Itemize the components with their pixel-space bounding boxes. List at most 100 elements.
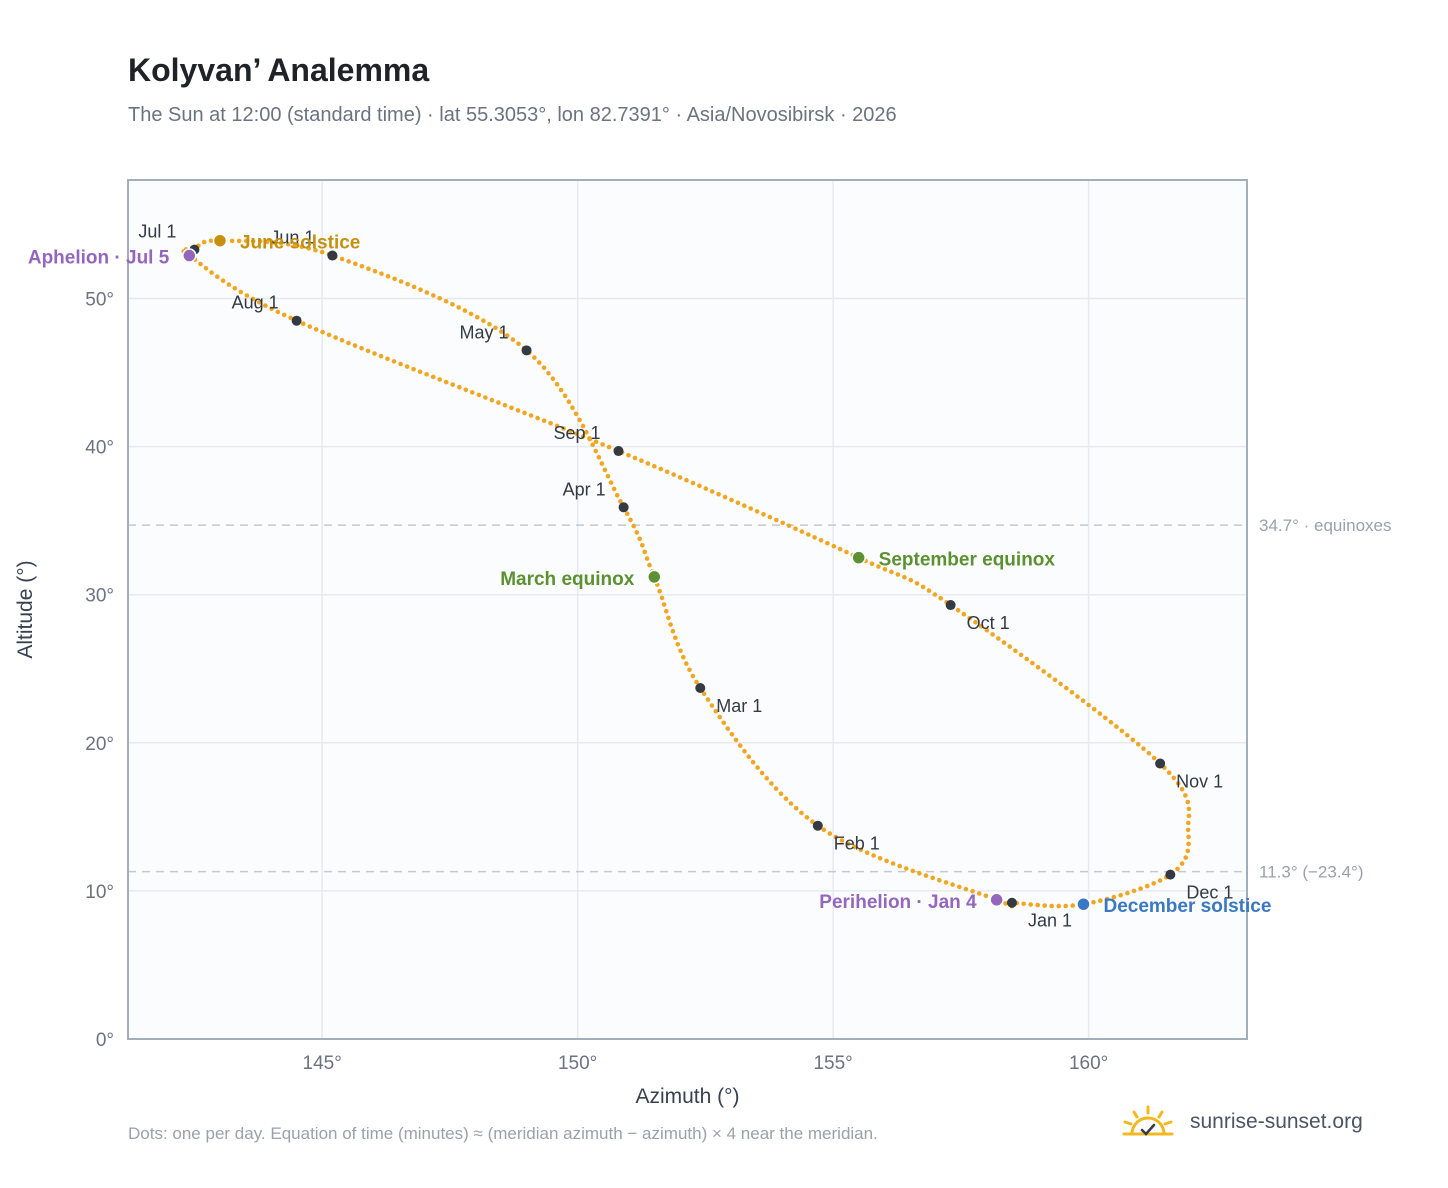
daily-dot (499, 329, 504, 334)
daily-dot (889, 569, 894, 575)
daily-dot (1041, 669, 1046, 674)
daily-dot (493, 325, 498, 331)
brand[interactable]: sunrise-sunset.org (1120, 1104, 1363, 1140)
daily-dot (1166, 770, 1172, 775)
daily-dot (1183, 793, 1188, 798)
month-label: Jun 1 (270, 228, 314, 248)
daily-dot (504, 333, 510, 338)
daily-dot (550, 376, 556, 382)
daily-dot (443, 379, 449, 385)
daily-dot (306, 246, 312, 251)
daily-dot (203, 266, 209, 271)
daily-dot (684, 661, 689, 666)
daily-dot (664, 469, 670, 475)
event-label: March equinox (500, 569, 635, 590)
daily-dot (690, 673, 696, 679)
daily-dot (1030, 660, 1035, 666)
daily-dot (1186, 834, 1191, 840)
daily-dot (483, 395, 488, 400)
daily-dot (1063, 903, 1068, 909)
daily-dot (346, 340, 351, 346)
daily-dot (769, 781, 774, 786)
daily-dot (398, 361, 403, 367)
daily-dot (1104, 896, 1110, 902)
event-marker (647, 569, 662, 585)
daily-dot (456, 305, 462, 310)
daily-dot (313, 327, 319, 332)
daily-dot (1003, 901, 1008, 906)
daily-dot (372, 351, 377, 356)
daily-dot (938, 596, 943, 601)
daily-dot (226, 282, 232, 287)
daily-dot (593, 448, 599, 454)
daily-dot (366, 266, 371, 272)
daily-dot (372, 268, 378, 274)
daily-dot (535, 415, 540, 421)
daily-dot (605, 473, 611, 479)
daily-dot (1091, 707, 1097, 712)
daily-dot (628, 517, 633, 523)
event-label: Aphelion · Jul 5 (28, 248, 170, 269)
daily-dot (1035, 902, 1040, 908)
daily-dot (703, 486, 709, 491)
daily-dot (450, 302, 455, 307)
y-tick-label: 40° (85, 438, 114, 459)
daily-dot (326, 332, 332, 338)
daily-dot (926, 588, 932, 593)
daily-dot (637, 536, 642, 542)
daily-dot (404, 364, 410, 369)
daily-dot (1064, 685, 1069, 691)
daily-dot (844, 549, 849, 555)
daily-dot (681, 654, 686, 660)
daily-dot (690, 480, 696, 486)
daily-dot (546, 370, 551, 376)
daily-dot (687, 667, 692, 673)
daily-dot (1138, 886, 1143, 891)
daily-dot (950, 882, 955, 887)
daily-dot (232, 286, 238, 291)
daily-dot (825, 540, 830, 546)
daily-dot (678, 648, 683, 654)
daily-dot (799, 810, 804, 816)
daily-dot (301, 321, 306, 327)
daily-dot (537, 360, 542, 365)
event-label: Perihelion · Jan 4 (819, 892, 977, 913)
daily-dot (489, 397, 495, 403)
daily-dot (522, 410, 527, 416)
daily-dot (431, 293, 436, 298)
daily-dot (833, 834, 839, 840)
daily-dot (970, 889, 975, 894)
event-label: December solstice (1103, 896, 1271, 917)
brand-name: sunrise-sunset.org (1190, 1110, 1363, 1133)
daily-dot (418, 287, 423, 293)
daily-dot (897, 863, 902, 869)
daily-dot (263, 303, 268, 308)
daily-dot (917, 871, 922, 876)
event-marker (1076, 896, 1091, 912)
daily-dot (398, 279, 404, 284)
daily-dot (978, 624, 984, 629)
daily-dot (405, 281, 410, 287)
reference-line-label: 34.7° · equinoxes (1259, 516, 1392, 535)
daily-dot (590, 442, 595, 448)
month-marker (521, 345, 532, 356)
month-marker (1155, 758, 1166, 769)
daily-dot (742, 503, 747, 509)
daily-dot (475, 314, 480, 320)
daily-dot (642, 549, 647, 555)
daily-dot (774, 517, 779, 523)
daily-dot (793, 526, 798, 531)
daily-dot (1186, 841, 1191, 847)
daily-dot (733, 737, 739, 743)
daily-dot (1119, 728, 1125, 734)
daily-dot (812, 535, 817, 540)
daily-dot (577, 417, 582, 423)
daily-dot (721, 720, 726, 726)
daily-dot (509, 405, 514, 411)
daily-dot (574, 431, 579, 437)
month-marker (327, 250, 338, 261)
daily-dot (250, 238, 256, 244)
daily-dot (890, 861, 896, 866)
daily-dot (735, 500, 741, 506)
daily-dot (215, 274, 220, 280)
